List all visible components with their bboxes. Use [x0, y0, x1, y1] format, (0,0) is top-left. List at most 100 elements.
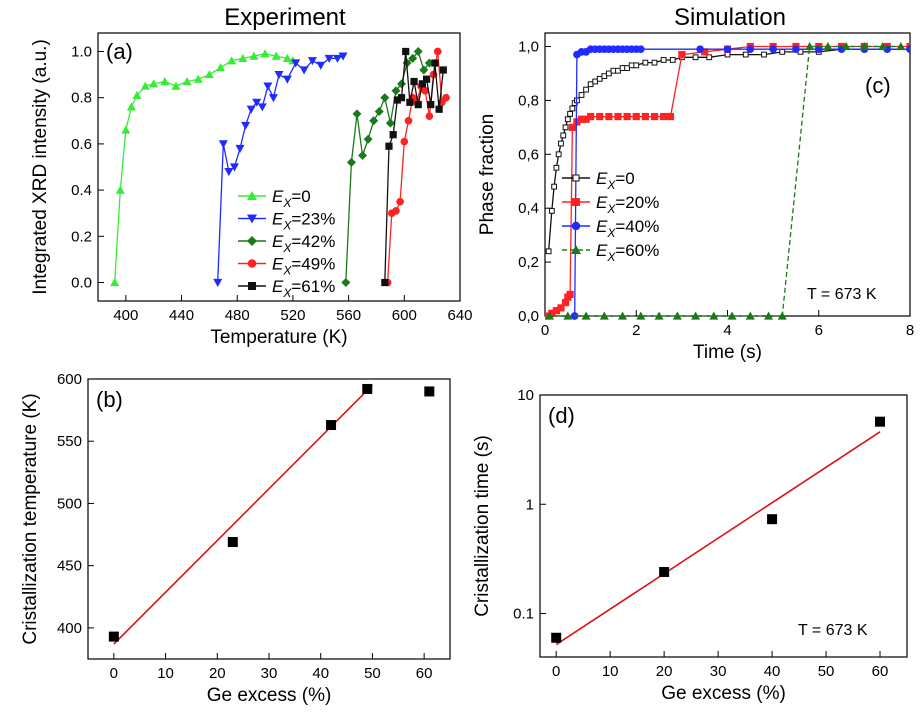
data-point — [433, 47, 442, 56]
x-tick-label: 40 — [312, 665, 329, 682]
data-point — [324, 54, 334, 63]
data-point — [691, 311, 701, 320]
data-point — [636, 45, 645, 53]
data-point — [374, 107, 384, 117]
x-tick-label: 520 — [280, 307, 305, 324]
data-point — [859, 41, 869, 51]
data-point — [410, 77, 418, 86]
data-point — [299, 66, 309, 75]
y-tick-label: 450 — [57, 558, 82, 575]
y-tick-label: 500 — [57, 495, 82, 512]
data-point — [564, 116, 571, 123]
y-tick-label: 0.2 — [71, 228, 92, 245]
data-point — [406, 98, 414, 106]
panel-label: (a) — [106, 39, 133, 64]
data-point — [814, 45, 823, 53]
x-tick-label: 60 — [872, 663, 889, 680]
panel-label: (b) — [96, 387, 123, 412]
data-point — [346, 157, 356, 167]
data-point — [425, 112, 434, 120]
data-point — [224, 168, 234, 177]
data-point — [193, 74, 203, 83]
data-point — [316, 61, 326, 70]
y-axis-label: Phase fraction — [477, 114, 498, 235]
legend-label-rest: =61% — [291, 277, 335, 296]
data-point — [204, 70, 214, 79]
data-point — [392, 207, 400, 215]
data-point — [633, 62, 640, 69]
data-point — [182, 77, 192, 86]
legend-marker — [248, 282, 256, 290]
data-point — [650, 112, 659, 121]
x-tick-label: 6 — [815, 322, 823, 339]
data-point — [545, 311, 555, 320]
data-point — [282, 75, 292, 84]
legend-label: EX=0 — [272, 187, 311, 210]
data-point — [149, 79, 159, 88]
data-point — [896, 41, 906, 51]
data-point — [369, 116, 379, 126]
x-tick-label: 440 — [169, 307, 194, 324]
data-point — [397, 94, 406, 102]
y-tick-label: 600 — [57, 371, 82, 388]
data-point — [660, 57, 667, 63]
data-point — [678, 50, 686, 59]
x-axis-label: Ge excess (%) — [661, 683, 786, 704]
x-tick-label: 4 — [723, 322, 731, 339]
data-point — [439, 66, 447, 74]
data-point — [562, 124, 569, 131]
data-point — [249, 51, 259, 60]
x-tick-label: 640 — [447, 307, 472, 324]
x-tick-label: 50 — [818, 663, 835, 680]
data-point — [218, 140, 228, 149]
x-tick-label: 10 — [157, 665, 174, 682]
y-axis-label: Cristallization time (s) — [472, 435, 493, 617]
data-point — [252, 98, 262, 107]
data-point — [875, 416, 886, 427]
legend-label-sub: X — [282, 264, 292, 278]
data-point — [563, 311, 573, 320]
data-point — [396, 197, 404, 206]
legend-label: EX=23% — [272, 210, 335, 233]
series-line — [384, 51, 444, 283]
data-point — [132, 90, 142, 99]
data-point — [389, 131, 397, 139]
annotation-text: T = 673 K — [807, 286, 877, 303]
plot-frame — [87, 378, 451, 660]
data-point — [385, 142, 393, 150]
x-tick-label: 50 — [364, 665, 381, 682]
y-axis-label: Cristallization temperature (K) — [20, 393, 41, 644]
series-line — [345, 50, 430, 283]
legend-label-rest: =0 — [291, 187, 310, 206]
data-point — [555, 151, 562, 158]
fit-line — [555, 431, 881, 646]
legend-label: EX=49% — [272, 255, 335, 278]
data-point — [352, 109, 362, 119]
data-point — [651, 59, 658, 66]
data-point — [358, 150, 368, 160]
data-point — [560, 132, 567, 139]
legend-label-base: E — [596, 169, 608, 188]
x-tick-label: 60 — [416, 665, 433, 682]
x-tick-label: 0 — [541, 322, 549, 339]
legend-label-rest: =49% — [291, 255, 335, 274]
y-tick-label: 0,6 — [518, 146, 539, 163]
y-tick-label: 0.4 — [71, 182, 92, 199]
legend-label-base: E — [272, 187, 284, 206]
data-point — [115, 185, 125, 194]
panel-0: 400 440 480 520 560 600 640 0.0 0.2 0.4 0.6 0.8 1.0 T… — [30, 32, 473, 348]
legend-marker — [247, 259, 257, 268]
data-point — [326, 420, 337, 431]
data-point — [238, 53, 248, 63]
data-point — [431, 59, 439, 67]
x-tick-label: 0 — [552, 663, 560, 680]
legend-label: EX=40% — [596, 217, 659, 240]
data-point — [291, 59, 301, 68]
data-point — [742, 51, 749, 58]
y-tick-label: 10 — [517, 387, 534, 404]
data-point — [213, 278, 223, 288]
data-point — [332, 54, 342, 63]
data-point — [227, 537, 238, 548]
data-point — [567, 110, 573, 117]
